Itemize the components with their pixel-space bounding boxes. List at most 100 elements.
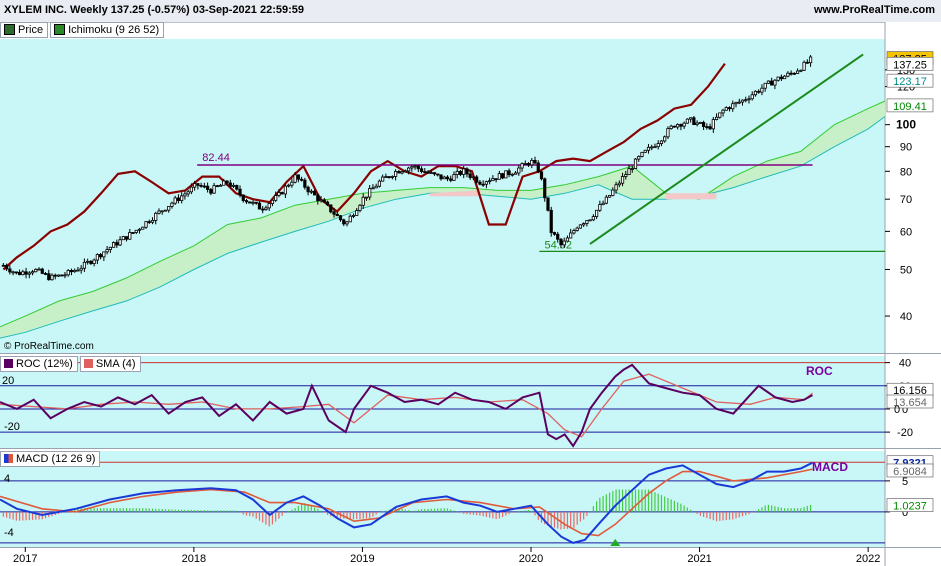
candle-up <box>377 180 382 187</box>
candle-up <box>381 176 385 182</box>
legend-macd-label: MACD (12 26 9) <box>16 453 96 465</box>
candle-up <box>183 193 187 197</box>
candle-up <box>510 173 514 176</box>
candle-up <box>753 90 758 96</box>
candle-up <box>73 269 77 273</box>
candle-up <box>413 165 417 168</box>
roc-swatch-icon <box>4 358 13 368</box>
candle-up <box>663 136 667 142</box>
candle-up <box>517 167 521 174</box>
candle-up <box>455 170 459 175</box>
price-value-label: 123.17 <box>893 76 927 88</box>
signal-line <box>0 468 813 537</box>
macd-value-label: 6.9084 <box>893 466 927 478</box>
macd-side-label: -4 <box>4 527 14 539</box>
candle-up <box>585 220 589 224</box>
price-candles <box>1 55 813 281</box>
candle-icon <box>4 23 15 35</box>
candle-up <box>617 182 621 186</box>
candle-down <box>147 221 151 223</box>
candle-up <box>491 178 495 182</box>
candle-up <box>582 223 586 226</box>
candle-down <box>789 72 793 75</box>
site-url[interactable]: www.ProRealTime.com <box>813 4 935 16</box>
candle-up <box>627 168 631 176</box>
legend-macd[interactable]: MACD (12 26 9) <box>0 451 101 467</box>
candle-down <box>124 236 129 240</box>
candle-down <box>805 61 809 64</box>
candle-down <box>423 171 427 173</box>
candle-up <box>355 210 359 216</box>
candle-up <box>808 56 813 64</box>
candle-down <box>335 213 339 217</box>
candle-up <box>37 268 41 271</box>
candle-down <box>770 80 774 86</box>
candle-up <box>669 125 673 129</box>
candle-up <box>163 209 168 212</box>
price-tick-label: 90 <box>900 142 912 154</box>
price-tick-label: 100 <box>896 118 916 132</box>
candle-up <box>740 99 745 103</box>
candle-up <box>374 185 378 189</box>
candle-up <box>513 172 518 175</box>
candle-up <box>400 171 404 174</box>
candle-up <box>150 219 155 223</box>
candle-down <box>416 165 420 170</box>
macd-tick-label: 5 <box>902 476 908 488</box>
candle-down <box>209 189 213 194</box>
candle-up <box>348 215 352 223</box>
candle-up <box>718 112 722 118</box>
candle-down <box>468 173 472 178</box>
x-tick-label: 2022 <box>856 553 880 565</box>
candle-up <box>786 72 790 77</box>
candle-down <box>5 264 9 270</box>
candle-down <box>17 271 22 276</box>
candle-down <box>176 197 181 201</box>
candle-down <box>8 268 12 273</box>
candle-down <box>526 163 531 166</box>
candle-up <box>588 219 592 222</box>
candle-down <box>727 107 732 110</box>
candle-up <box>630 168 634 170</box>
legend-roc[interactable]: ROC (12%) <box>0 356 78 372</box>
candle-down <box>549 209 553 233</box>
candle-down <box>322 199 326 203</box>
price-tick-label: 70 <box>900 194 912 206</box>
candle-down <box>792 72 796 75</box>
candle-up <box>390 176 394 178</box>
candle-up <box>86 260 90 263</box>
candle-down <box>419 168 424 172</box>
candle-up <box>66 270 70 276</box>
roc-value-label: 13.654 <box>893 397 927 409</box>
candle-up <box>578 224 583 229</box>
legend-sma[interactable]: SMA (4) <box>79 356 141 372</box>
value-labels: 137.25137.25123.17109.4116.15613.65407.9… <box>886 51 934 513</box>
candle-up <box>287 184 291 187</box>
candle-up <box>351 215 356 217</box>
candle-up <box>167 205 171 211</box>
candle-up <box>624 174 628 177</box>
candle-up <box>144 221 148 228</box>
legend-ichimoku[interactable]: Ichimoku (9 26 52) <box>50 22 165 38</box>
candle-up <box>572 230 576 234</box>
candle-up <box>95 254 99 261</box>
macd-swatch-icon <box>4 453 13 463</box>
legend-price-label: Price <box>18 24 44 36</box>
candle-up <box>34 269 38 273</box>
candle-down <box>235 184 239 190</box>
candle-down <box>701 122 706 128</box>
candle-down <box>60 274 64 277</box>
candle-up <box>637 156 641 160</box>
candle-up <box>170 202 174 207</box>
candle-up <box>277 192 281 196</box>
candle-up <box>689 117 693 120</box>
candle-down <box>546 197 550 211</box>
candle-up <box>471 176 476 179</box>
candle-down <box>202 185 206 188</box>
legend-price[interactable]: Price <box>0 22 49 38</box>
title-bar: XYLEM INC. Weekly 137.25 (-0.57%) 03-Sep… <box>0 0 941 23</box>
candle-down <box>552 232 557 235</box>
candle-up <box>783 75 787 80</box>
candle-up <box>154 212 158 221</box>
